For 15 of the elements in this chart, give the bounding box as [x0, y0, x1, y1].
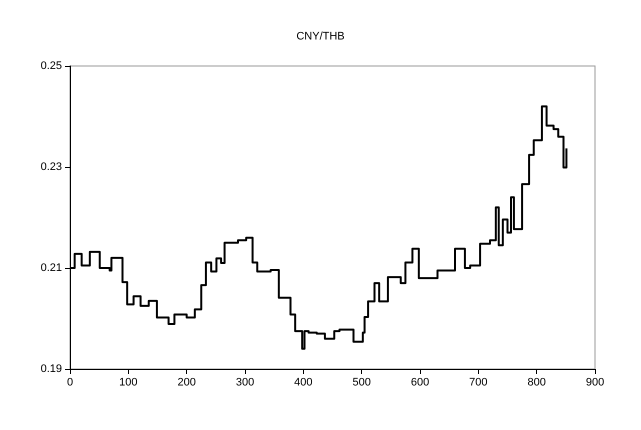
x-tick-label: 300 — [236, 376, 254, 388]
y-tick-label: 0.21 — [40, 262, 62, 274]
y-tick-label: 0.23 — [40, 161, 62, 173]
x-tick-label: 0 — [66, 376, 74, 388]
y-tick-label: 0.25 — [40, 60, 62, 72]
x-tick-label: 900 — [586, 376, 604, 388]
x-tick-label: 200 — [177, 376, 196, 388]
x-tick-label: 700 — [469, 376, 488, 388]
x-tick-label: 800 — [527, 376, 546, 388]
y-tick-label: 0.19 — [40, 363, 62, 375]
x-tick-label: 500 — [352, 376, 371, 388]
chart-title: CNY/THB — [296, 30, 345, 42]
x-tick-label: 600 — [410, 376, 430, 388]
x-tick-label: 100 — [119, 376, 138, 388]
x-tick-label: 400 — [294, 376, 313, 388]
